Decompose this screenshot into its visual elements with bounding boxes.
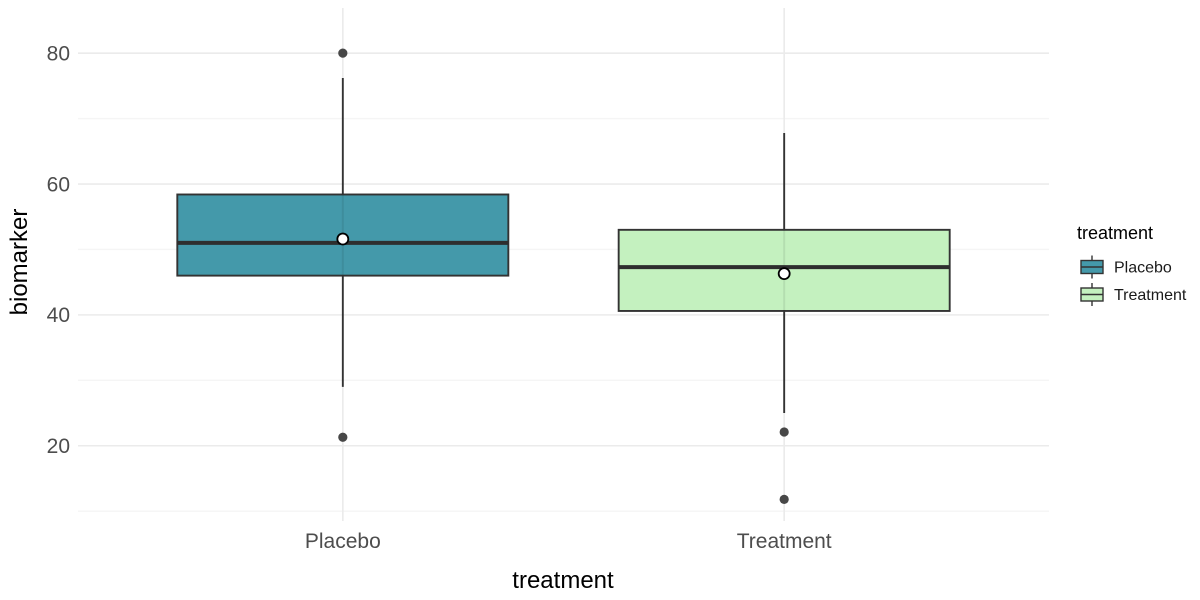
legend-title: treatment bbox=[1077, 223, 1153, 243]
legend-keys: Placebo Treatment bbox=[1080, 255, 1187, 306]
legend: treatment Placebo Treatment bbox=[1077, 223, 1187, 306]
box-layer bbox=[176, 48, 951, 505]
legend-entry-placebo: Placebo bbox=[1080, 255, 1172, 279]
outlier-point bbox=[779, 494, 789, 505]
x-axis-title: treatment bbox=[512, 567, 614, 594]
y-axis-title: biomarker bbox=[6, 209, 33, 316]
x-tick-label: Placebo bbox=[305, 530, 381, 553]
legend-entry-label: Placebo bbox=[1114, 260, 1172, 277]
axis-tick-labels: 20 40 60 80 Placebo Treatment bbox=[47, 42, 832, 553]
y-tick-label: 20 bbox=[47, 435, 70, 458]
y-tick-label: 60 bbox=[47, 173, 70, 196]
y-tick-label: 80 bbox=[47, 42, 70, 65]
outlier-point bbox=[338, 48, 348, 58]
legend-entry-treatment: Treatment bbox=[1080, 283, 1187, 306]
mean-point bbox=[777, 267, 791, 281]
outlier-point bbox=[338, 432, 348, 442]
x-tick-label: Treatment bbox=[737, 530, 832, 553]
outlier-point bbox=[779, 427, 789, 437]
mean-point bbox=[336, 232, 350, 246]
y-tick-label: 40 bbox=[47, 304, 70, 327]
boxplot-group-placebo bbox=[176, 48, 510, 442]
legend-entry-label: Treatment bbox=[1114, 287, 1187, 304]
boxplot-group-treatment bbox=[617, 132, 951, 505]
